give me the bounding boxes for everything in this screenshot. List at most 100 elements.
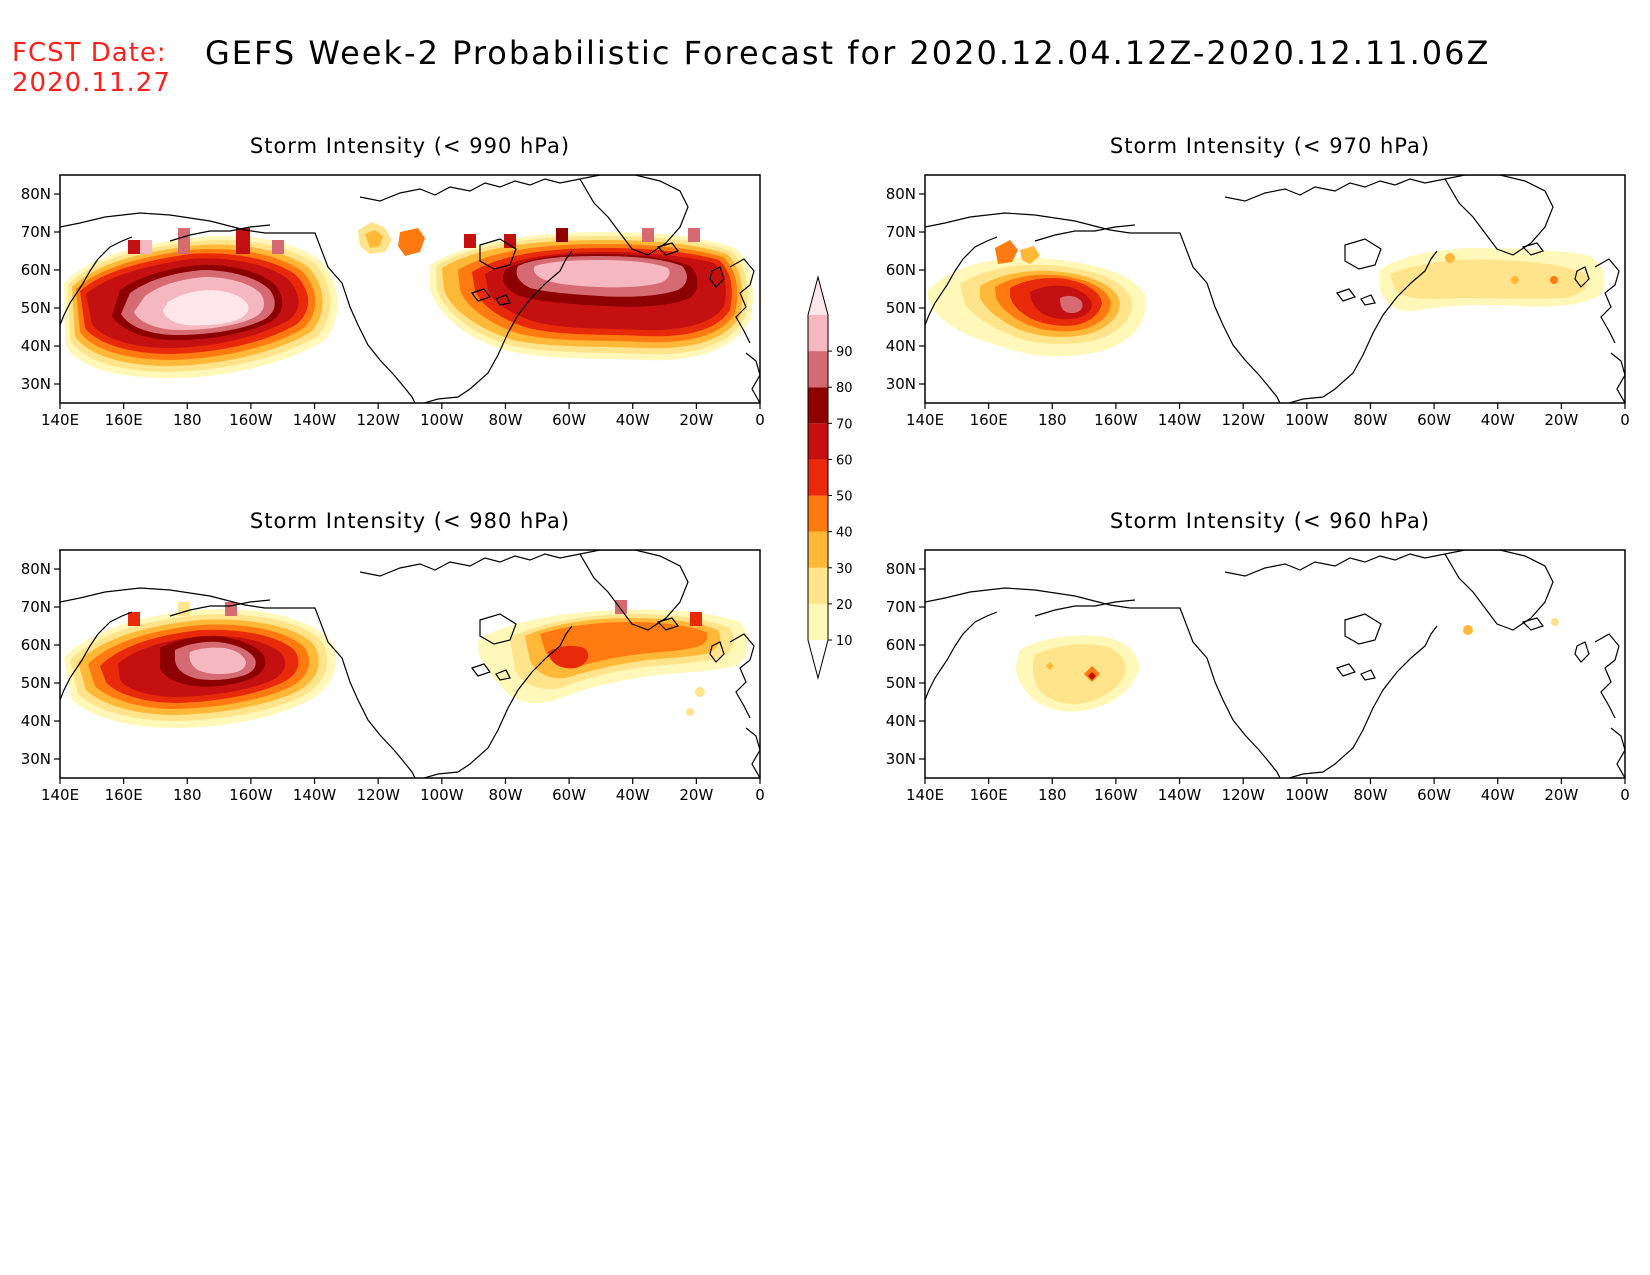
colorbar-label: 40 [836, 526, 853, 541]
probability-field [927, 240, 1605, 357]
lon-label: 60W [1417, 786, 1451, 804]
north-pacific-storm-area [1016, 618, 1559, 712]
lon-label: 140W [1158, 786, 1202, 804]
colorbar-label: 80 [836, 381, 853, 396]
coastline-path [656, 242, 679, 256]
probability-field [64, 600, 749, 728]
coastline-path [1336, 663, 1376, 681]
coastline-panel [925, 550, 1625, 778]
panel-title: Storm Intensity (< 980 hPa) [250, 509, 570, 533]
lat-label: 30N [886, 375, 916, 393]
panel-980hpa: Storm Intensity (< 980 hPa) [64, 509, 749, 728]
lat-label: 80N [21, 560, 51, 578]
coastline-path [1444, 175, 1554, 256]
lat-label: 40N [21, 712, 51, 730]
coastline-path [745, 727, 760, 778]
colorbar-label: 50 [836, 490, 853, 505]
panel-960hpa: Storm Intensity (< 960 hPa) [1016, 509, 1559, 712]
lon-label: 160W [1094, 786, 1138, 804]
lon-label: 20W [1544, 786, 1578, 804]
colorbar-label: 70 [836, 417, 853, 432]
lon-label: 140W [293, 411, 337, 429]
lat-label: 50N [21, 674, 51, 692]
pixel-blocks [128, 228, 700, 254]
lon-label: 0 [1620, 786, 1630, 804]
lon-label: 40W [616, 786, 650, 804]
lat-label: 80N [21, 185, 51, 203]
lat-label: 80N [886, 560, 916, 578]
coastline-path [1344, 613, 1382, 645]
map-frame [924, 549, 1626, 779]
lon-label: 80W [1353, 786, 1387, 804]
colorbar-segment [808, 315, 828, 352]
coastline-path [925, 587, 1438, 778]
coastline-path [479, 238, 517, 270]
lon-label: 120W [1221, 786, 1265, 804]
lat-label: 60N [886, 636, 916, 654]
panel-title: Storm Intensity (< 990 hPa) [250, 134, 570, 158]
lon-label: 40W [1481, 786, 1515, 804]
longitude-labels: 140E 160E 180 160W 140W 120W 100W 80W 60W 40W 20W 0… [41, 403, 1630, 804]
north-atlantic-storm-area [1380, 248, 1605, 312]
north-atlantic-storm-area [477, 600, 749, 716]
coastline-path [925, 611, 998, 701]
lon-label: 100W [1285, 786, 1329, 804]
fcst-date-value: 2020.11.27 [12, 68, 171, 98]
colorbar-segment [808, 459, 828, 496]
lat-label: 60N [21, 636, 51, 654]
lat-label: 50N [21, 299, 51, 317]
coastline-path [60, 236, 133, 326]
lon-label: 160W [1094, 411, 1138, 429]
lat-label: 40N [21, 337, 51, 355]
coastline-path [1594, 258, 1620, 344]
lon-label: 140E [906, 411, 944, 429]
lat-label: 30N [886, 750, 916, 768]
coastline-panel [60, 175, 760, 403]
coastline-path [709, 266, 725, 288]
map-frame [59, 174, 761, 404]
lat-label: 70N [21, 223, 51, 241]
lon-label: 180 [1038, 786, 1067, 804]
north-atlantic-storm-area [430, 232, 754, 361]
colorbar-label: 20 [836, 598, 853, 613]
lat-label: 40N [886, 337, 916, 355]
coastline-path [471, 288, 511, 306]
lon-label: 0 [1620, 411, 1630, 429]
lon-label: 40W [1481, 411, 1515, 429]
north-pacific-storm-area [927, 240, 1146, 357]
coastline-path [1444, 550, 1554, 631]
lon-label: 160W [229, 411, 273, 429]
coastline-path [579, 175, 689, 256]
coastline-path [60, 212, 573, 403]
lat-label: 30N [21, 375, 51, 393]
coastline-path [1336, 288, 1376, 306]
lat-label: 60N [886, 261, 916, 279]
coastlines [60, 175, 1625, 778]
coastline-path [169, 224, 271, 242]
colorbar-top-arrow [808, 277, 828, 315]
coastline-path [479, 613, 517, 645]
coastline-path [1034, 599, 1136, 617]
lat-label: 50N [886, 299, 916, 317]
coastline-path [1574, 641, 1590, 663]
lon-label: 100W [420, 786, 464, 804]
coastline-path [925, 236, 998, 326]
coastline-panel [925, 175, 1625, 403]
lon-label: 20W [679, 786, 713, 804]
colorbar-segment [808, 387, 828, 424]
lon-label: 20W [679, 411, 713, 429]
lon-label: 100W [1285, 411, 1329, 429]
west-coast-patches [358, 222, 425, 256]
coastline-path [60, 587, 573, 778]
lon-label: 140W [293, 786, 337, 804]
coastline-path [1344, 238, 1382, 270]
lon-label: 140E [906, 786, 944, 804]
colorbar-segment [808, 495, 828, 532]
lat-label: 60N [21, 261, 51, 279]
map-frame [924, 174, 1626, 404]
colorbar-segment [808, 567, 828, 604]
coastline-path [1521, 242, 1544, 256]
coastline-path [471, 663, 511, 681]
map-frames [59, 174, 1626, 779]
